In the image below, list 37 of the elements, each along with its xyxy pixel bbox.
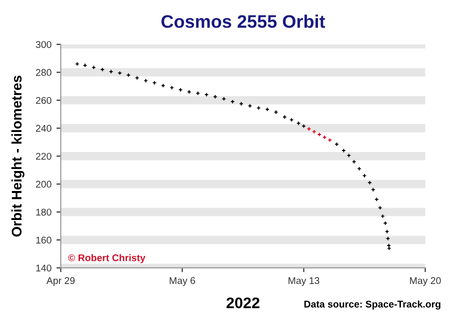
y-tick-label: 300 [36, 41, 52, 48]
y-tick-label: 160 [36, 236, 52, 244]
point [134, 76, 140, 80]
point [196, 91, 200, 96]
x-axis-title: 2022 [226, 297, 260, 308]
point [187, 90, 192, 94]
y-tick-label: 140 [36, 264, 52, 272]
y-tick-label: 240 [36, 124, 52, 132]
y-tick-label: 260 [36, 96, 52, 104]
annotation: © Robert Christy [68, 254, 146, 264]
point [144, 78, 148, 83]
y-tick-label: 220 [36, 152, 52, 160]
point [289, 118, 294, 122]
point [386, 246, 392, 250]
point [378, 206, 382, 210]
point [92, 65, 96, 70]
y-tick-label: 280 [36, 69, 52, 76]
x-tick-label: May 6 [170, 277, 196, 286]
point [352, 160, 356, 164]
point [357, 166, 362, 171]
point [346, 153, 352, 158]
point [328, 138, 332, 142]
source-note: Data source: Space-Track.org [304, 300, 440, 310]
point [380, 214, 385, 218]
point [108, 69, 114, 74]
y-axis-title: Orbit Height - kilometres [11, 76, 24, 237]
x-tick-label: Apr 29 [46, 277, 75, 286]
x-tick-label: May 20 [410, 277, 441, 286]
chart-title: Cosmos 2555 Orbit [161, 14, 326, 28]
point [322, 135, 327, 140]
point [256, 106, 261, 110]
y-tick-label: 180 [36, 208, 52, 216]
point [374, 197, 379, 202]
point [160, 83, 166, 88]
x-tick-label: May 13 [288, 277, 320, 286]
point [126, 72, 131, 78]
y-tick-label: 200 [36, 180, 52, 188]
